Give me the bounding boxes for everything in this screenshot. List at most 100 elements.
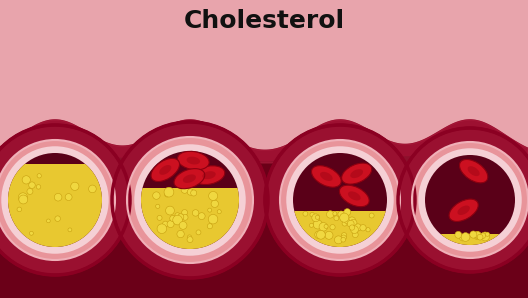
Circle shape <box>330 225 335 230</box>
Circle shape <box>342 221 347 226</box>
Bar <box>136 188 244 298</box>
Circle shape <box>334 216 339 221</box>
Circle shape <box>177 214 184 220</box>
Circle shape <box>462 234 468 240</box>
Circle shape <box>208 224 212 229</box>
Circle shape <box>310 212 315 217</box>
Circle shape <box>187 237 193 243</box>
Ellipse shape <box>141 151 239 249</box>
Circle shape <box>455 231 462 238</box>
Circle shape <box>217 210 221 214</box>
Circle shape <box>22 176 31 184</box>
Circle shape <box>326 211 334 218</box>
Circle shape <box>316 230 325 239</box>
Circle shape <box>196 230 201 235</box>
Circle shape <box>166 206 174 215</box>
Circle shape <box>37 174 41 178</box>
Circle shape <box>344 209 351 215</box>
Circle shape <box>191 190 197 196</box>
Circle shape <box>173 215 182 225</box>
Circle shape <box>55 216 60 221</box>
Circle shape <box>157 215 162 221</box>
Circle shape <box>334 236 342 244</box>
Circle shape <box>65 194 72 201</box>
Circle shape <box>19 195 28 204</box>
Circle shape <box>192 210 199 216</box>
Circle shape <box>165 192 170 197</box>
Circle shape <box>164 187 174 197</box>
Circle shape <box>366 228 370 232</box>
Circle shape <box>341 237 346 242</box>
Circle shape <box>167 221 174 228</box>
Circle shape <box>360 225 366 231</box>
Circle shape <box>89 185 96 193</box>
Circle shape <box>347 220 354 227</box>
Circle shape <box>36 185 41 189</box>
Ellipse shape <box>340 185 369 207</box>
Ellipse shape <box>112 122 268 278</box>
Circle shape <box>485 232 489 236</box>
Ellipse shape <box>312 166 341 187</box>
Circle shape <box>348 217 356 224</box>
Circle shape <box>17 207 22 212</box>
Circle shape <box>324 224 328 229</box>
Ellipse shape <box>459 159 488 183</box>
Text: Cholesterol: Cholesterol <box>183 9 345 33</box>
Ellipse shape <box>265 125 415 275</box>
Circle shape <box>350 219 357 226</box>
Ellipse shape <box>183 174 196 183</box>
Circle shape <box>340 213 349 222</box>
Circle shape <box>179 221 187 229</box>
Circle shape <box>315 231 322 238</box>
Ellipse shape <box>193 166 225 184</box>
Circle shape <box>353 224 358 229</box>
Circle shape <box>341 235 346 240</box>
Ellipse shape <box>3 148 107 252</box>
Circle shape <box>29 182 35 188</box>
Circle shape <box>181 186 188 193</box>
Ellipse shape <box>174 169 205 189</box>
Ellipse shape <box>320 172 333 181</box>
Circle shape <box>182 215 188 220</box>
Circle shape <box>319 223 328 231</box>
Circle shape <box>187 189 194 195</box>
Circle shape <box>71 182 79 190</box>
Ellipse shape <box>420 150 520 250</box>
Ellipse shape <box>425 155 515 245</box>
Ellipse shape <box>0 125 130 275</box>
Circle shape <box>157 224 167 234</box>
Circle shape <box>208 208 212 212</box>
Circle shape <box>338 211 344 218</box>
Circle shape <box>459 234 466 241</box>
Circle shape <box>344 218 350 224</box>
Circle shape <box>153 192 160 199</box>
Circle shape <box>315 215 319 219</box>
Ellipse shape <box>136 146 244 254</box>
Circle shape <box>369 213 374 218</box>
Circle shape <box>177 230 184 238</box>
Circle shape <box>470 231 477 238</box>
Circle shape <box>475 232 480 237</box>
Circle shape <box>163 221 168 227</box>
Circle shape <box>211 200 219 207</box>
Bar <box>420 234 520 298</box>
Circle shape <box>325 231 333 239</box>
Circle shape <box>175 213 180 218</box>
Ellipse shape <box>449 199 478 221</box>
Ellipse shape <box>288 148 392 252</box>
Ellipse shape <box>186 157 200 164</box>
Ellipse shape <box>350 169 363 178</box>
Ellipse shape <box>412 142 528 258</box>
Circle shape <box>156 204 160 208</box>
Ellipse shape <box>177 151 209 170</box>
Circle shape <box>303 211 308 216</box>
Ellipse shape <box>457 206 470 215</box>
Ellipse shape <box>342 163 372 184</box>
Circle shape <box>54 193 62 201</box>
Circle shape <box>18 193 27 202</box>
Circle shape <box>342 233 347 238</box>
Circle shape <box>46 219 50 223</box>
Circle shape <box>169 215 176 221</box>
Circle shape <box>68 228 72 232</box>
Circle shape <box>309 223 314 227</box>
